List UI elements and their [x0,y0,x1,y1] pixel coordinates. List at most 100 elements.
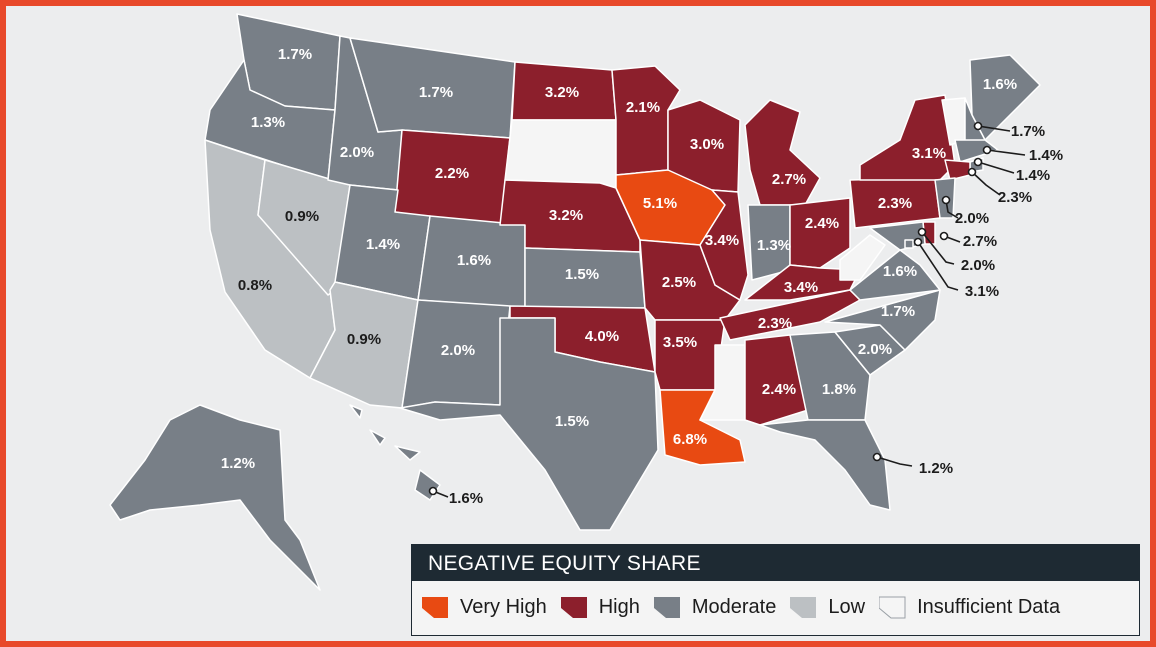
legend-items: Very High High Moderate Low Insufficient… [412,581,1139,633]
state-al [744,334,809,426]
state-oh [789,197,851,269]
state-label-ct: 2.3% [998,189,1032,206]
state-label-pa: 2.3% [878,195,912,212]
callout-dot-md [917,227,927,237]
state-label-me: 1.6% [983,76,1017,93]
callout-line-ma [986,149,1026,156]
state-hi [349,404,441,501]
state-va [849,249,941,301]
state-ct [944,159,971,181]
state-label-ga: 1.8% [822,381,856,398]
state-label-co: 1.6% [457,252,491,269]
state-label-al: 2.4% [762,381,796,398]
state-label-dc: 3.1% [965,283,999,300]
callout-dot-nj [941,195,951,205]
legend-swatch-very-high [422,597,448,618]
state-ny [859,94,956,181]
legend-item-high: High [560,594,640,620]
state-label-nh: 1.7% [1011,123,1045,140]
state-tx [399,317,659,531]
state-label-ak: 1.2% [221,455,255,472]
state-label-nc: 1.7% [881,303,915,320]
state-label-ky: 3.4% [784,279,818,296]
callout-dot-fl [872,452,882,462]
callout-line-fl [876,456,913,467]
callout-dot-nh [973,121,983,131]
legend-label-very-high: Very High [460,595,547,618]
legend-swatch-insufficient [879,596,906,619]
state-label-va: 1.6% [883,263,917,280]
state-sd [504,119,617,189]
legend-title: NEGATIVE EQUITY SHARE [412,545,1139,581]
state-label-ar: 3.5% [663,334,697,351]
state-label-nv: 0.9% [285,208,319,225]
legend: NEGATIVE EQUITY SHARE Very High High Mod… [411,544,1140,636]
callout-line-ct [971,171,1001,196]
state-label-oh: 2.4% [805,215,839,232]
state-label-ut: 1.4% [366,236,400,253]
state-label-ny: 3.1% [912,145,946,162]
legend-swatch-low [790,597,817,618]
callout-dot-ma [982,145,992,155]
state-label-ne: 3.2% [549,207,583,224]
callout-dot-ct [967,167,977,177]
state-label-de: 2.7% [963,233,997,250]
state-label-mi: 2.7% [772,171,806,188]
state-mi [744,99,821,206]
state-ak [109,404,321,591]
callout-line-md [921,231,955,265]
callout-line-ri [977,161,1015,174]
state-fl [759,419,891,511]
state-label-ks: 1.5% [565,266,599,283]
legend-label-insufficient: Insufficient Data [917,595,1061,618]
state-label-mt: 1.7% [419,84,453,101]
legend-item-moderate: Moderate [653,594,777,620]
state-label-md: 2.0% [961,257,995,274]
state-ma [954,139,999,163]
state-label-tn: 2.3% [758,315,792,332]
state-label-id: 2.0% [340,144,374,161]
state-label-ia: 5.1% [643,195,677,212]
legend-item-low: Low [790,594,865,620]
state-ms [699,344,746,421]
callout-dot-de [939,231,949,241]
state-label-nj: 2.0% [955,210,989,227]
state-nc [824,289,941,351]
callout-line-dc [917,241,959,291]
state-label-mn: 2.1% [626,99,660,116]
state-label-wi: 3.0% [690,136,724,153]
state-label-fl: 1.2% [919,460,953,477]
legend-label-low: Low [828,595,866,618]
state-label-mo: 2.5% [662,274,696,291]
state-label-il: 3.4% [705,232,739,249]
state-label-or: 1.3% [251,114,285,131]
callout-dot-hi [428,486,438,496]
state-ga [789,331,871,421]
callout-dot-dc [913,237,923,247]
legend-swatch-moderate [653,597,680,618]
legend-swatch-high [560,597,587,618]
legend-item-very-high: Very High [422,594,547,620]
legend-label-high: High [598,595,640,618]
state-wv [839,234,886,281]
state-label-nd: 3.2% [545,84,579,101]
state-label-tx: 1.5% [555,413,589,430]
callout-dot-ri [973,157,983,167]
state-label-sc: 2.0% [858,341,892,358]
state-label-ma: 1.4% [1029,147,1063,164]
state-tn [719,289,861,341]
state-label-la: 6.8% [673,431,707,448]
state-il [699,189,749,301]
state-label-hi: 1.6% [449,490,483,507]
state-label-wa: 1.7% [278,46,312,63]
state-label-ri: 1.4% [1016,167,1050,184]
state-label-nm: 2.0% [441,342,475,359]
callout-line-nh [977,125,1011,132]
state-label-wy: 2.2% [435,165,469,182]
legend-label-moderate: Moderate [691,595,777,618]
state-label-az: 0.9% [347,331,381,348]
state-label-in: 1.3% [757,237,791,254]
state-me [969,54,1041,141]
legend-item-insufficient: Insufficient Data [879,594,1060,620]
